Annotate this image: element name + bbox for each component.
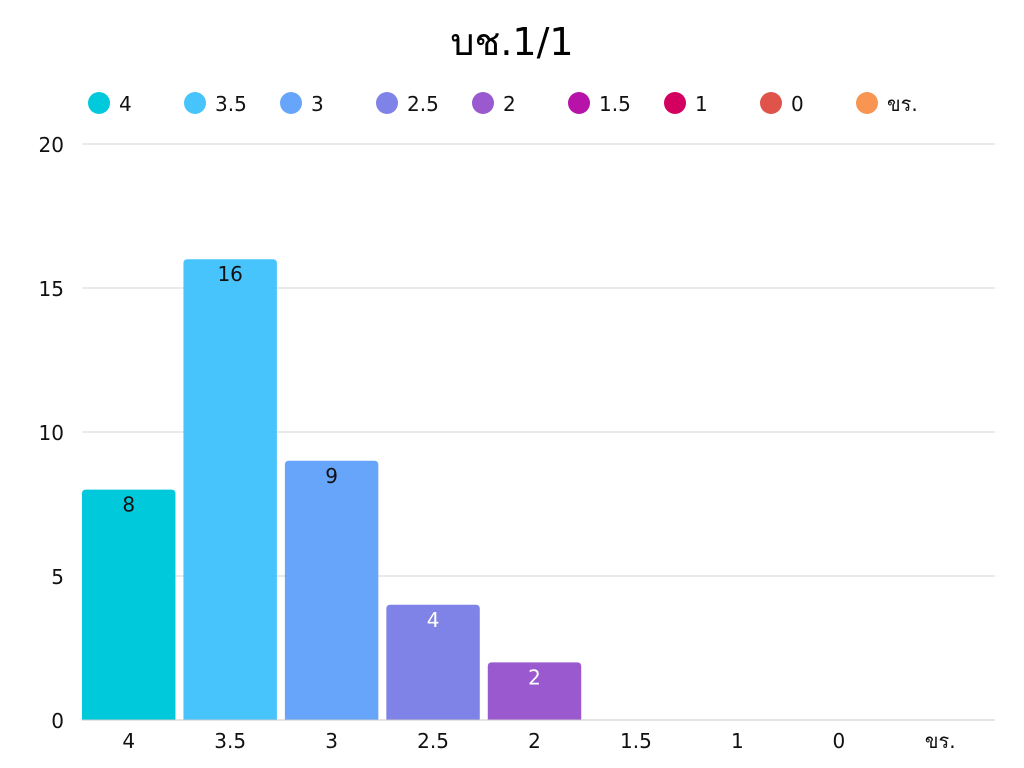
legend-swatch [856,92,878,114]
bar-data-label: 16 [217,262,242,286]
x-tick-label: 1 [731,729,744,753]
legend-swatch [88,92,110,114]
x-axis-ticks: 4 3.5 3 2.5 2 1.5 1 0 ขร. [122,729,955,753]
bar-data-label: 9 [325,464,338,488]
x-tick-label: 4 [122,729,135,753]
x-tick-label: 2.5 [417,729,449,753]
y-tick-label: 5 [51,565,64,589]
y-tick-label: 0 [51,709,64,733]
legend: 4 3.5 3 2.5 2 1.5 1 0 ขร. [88,92,918,116]
bar-data-label: 4 [427,608,440,632]
bar-data-label: 8 [122,493,135,517]
x-tick-label: 3.5 [214,729,246,753]
legend-item: 0 [760,92,804,116]
legend-item: 1 [664,92,708,116]
bar [487,662,582,720]
y-tick-label: 10 [39,421,64,445]
legend-swatch [760,92,782,114]
y-axis-ticks: 0 5 10 15 20 [39,133,64,733]
x-tick-label: 0 [832,729,845,753]
x-tick-label: ขร. [925,729,956,753]
legend-swatch [376,92,398,114]
legend-swatch [568,92,590,114]
legend-swatch [280,92,302,114]
legend-label: ขร. [887,92,918,116]
legend-label: 3.5 [215,92,247,116]
y-tick-label: 20 [39,133,64,157]
legend-label: 4 [119,92,132,116]
bar [386,604,480,720]
x-tick-label: 1.5 [620,729,652,753]
legend-item: 2.5 [376,92,439,116]
bars [82,259,582,720]
chart-title: บช.1/1 [450,20,574,64]
x-tick-label: 3 [325,729,338,753]
legend-item: 4 [88,92,132,116]
bar [284,460,379,720]
legend-item: ขร. [856,92,918,116]
bar-data-labels: 8 16 9 4 2 [122,262,541,689]
y-tick-label: 15 [39,277,64,301]
legend-item: 3.5 [184,92,247,116]
legend-label: 2.5 [407,92,439,116]
legend-swatch [472,92,494,114]
bar [183,259,277,720]
legend-label: 0 [791,92,804,116]
legend-label: 2 [503,92,516,116]
x-tick-label: 2 [528,729,541,753]
legend-label: 1.5 [599,92,631,116]
legend-item: 1.5 [568,92,631,116]
legend-swatch [664,92,686,114]
bar [82,489,176,720]
bar-data-label: 2 [528,665,541,689]
legend-label: 1 [695,92,708,116]
legend-label: 3 [311,92,324,116]
legend-swatch [184,92,206,114]
legend-item: 3 [280,92,324,116]
legend-item: 2 [472,92,516,116]
